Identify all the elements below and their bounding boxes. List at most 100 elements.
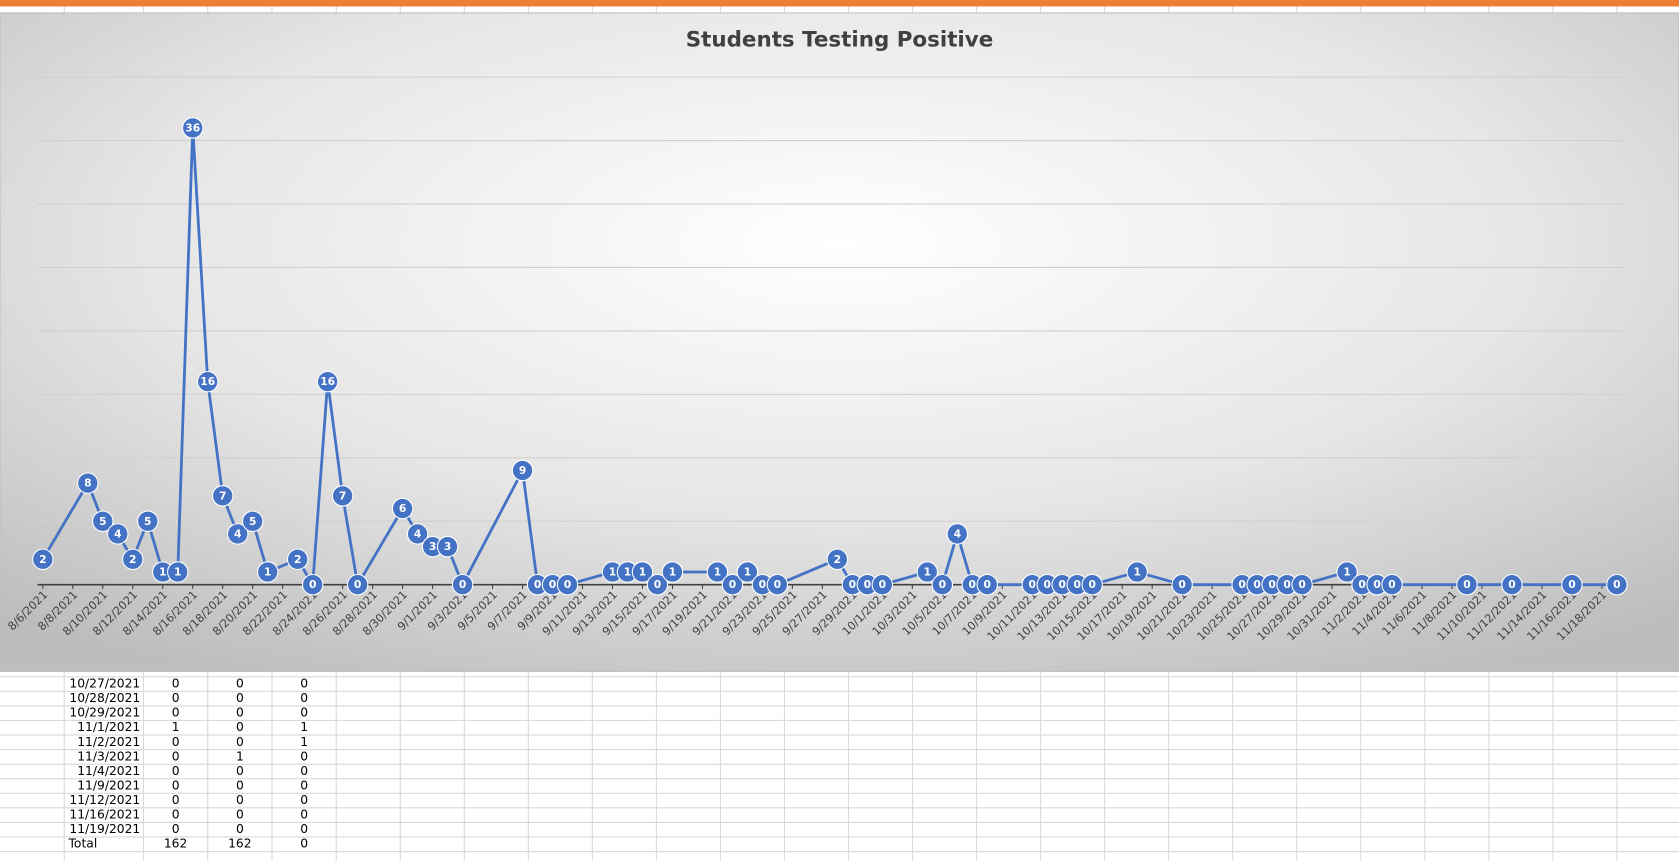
cell-value: 162 [164,837,187,851]
cell-value: 0 [300,677,308,691]
cell-value: 1 [300,735,308,749]
data-label: 1 [609,566,616,579]
point [182,117,204,139]
data-label: 1 [159,566,166,579]
data-label: 1 [1133,566,1140,579]
data-label: 16 [200,375,215,388]
point [721,573,744,596]
data-label: 0 [969,578,976,591]
data-label: 1 [174,566,181,579]
data-label: 0 [534,578,541,591]
point [646,573,669,596]
point [1606,573,1628,596]
data-label: 0 [654,578,661,591]
point [122,548,144,571]
data-label: 3 [444,540,451,553]
point [946,523,968,545]
cell-value: 0 [236,677,244,691]
data-label: 3 [429,540,436,553]
data-label: 0 [984,578,991,591]
point [1336,561,1358,583]
cell-label: 11/9/2021 [77,779,140,793]
data-label: 16 [320,375,335,388]
data-label: 4 [414,527,421,540]
cell-label: 11/1/2021 [77,720,140,734]
data-label: 7 [339,489,346,502]
point [77,472,99,494]
cell-value: 0 [236,793,244,807]
data-label: 0 [309,578,316,591]
cell-value: 1 [300,720,308,734]
cell-label: 11/4/2021 [77,764,140,778]
cell-value: 0 [172,793,180,807]
point [1456,573,1478,596]
cell-value: 0 [172,735,180,749]
data-label: 0 [1388,578,1395,591]
data-label: 0 [759,578,766,591]
cell-value: 0 [172,764,180,778]
data-label: 5 [99,515,106,528]
cell-value: 0 [172,749,180,763]
cell-value: 0 [172,691,180,705]
data-label: 0 [1568,578,1575,591]
cell-label: 11/12/2021 [69,793,140,807]
data-label: 0 [1088,578,1095,591]
point [227,523,249,545]
point [212,485,234,507]
cell-value: 0 [172,822,180,836]
cell-value: 0 [236,764,244,778]
data-label: 1 [264,566,271,579]
point [256,561,279,583]
point [1501,573,1523,596]
cell-value: 162 [228,837,251,851]
data-label: 6 [399,502,406,515]
point [406,523,429,545]
data-label: 1 [624,566,631,579]
data-label: 0 [1044,578,1051,591]
cell-label: 10/27/2021 [69,677,140,691]
data-label: 5 [144,515,151,528]
data-label: 8 [84,477,91,490]
point [32,548,54,571]
point [1561,573,1583,596]
cell-value: 0 [300,837,308,851]
data-label: 0 [1059,578,1066,591]
data-label: 2 [294,553,301,566]
cell-value: 0 [236,691,244,705]
point [916,561,939,583]
cell-value: 0 [172,779,180,793]
data-label: 36 [185,121,200,134]
point [436,535,459,558]
point [1126,561,1148,583]
header-bar [0,0,1679,7]
data-label: 7 [219,489,226,502]
point [346,573,369,596]
point [511,459,534,482]
data-label: 1 [744,566,751,579]
data-label: 4 [954,527,961,540]
cell-value: 0 [172,706,180,720]
point [736,561,759,583]
data-label: 0 [1178,578,1185,591]
data-label: 1 [1343,566,1350,579]
point [661,561,684,583]
cell-value: 0 [300,779,308,793]
cell-value: 0 [236,735,244,749]
cell-value: 0 [236,808,244,822]
data-label: 1 [924,566,931,579]
point [137,510,159,532]
cell-label: 10/29/2021 [69,706,140,720]
data-label: 0 [1283,578,1290,591]
data-label: 5 [249,515,256,528]
data-label: 0 [1298,578,1305,591]
data-label: 0 [1238,578,1245,591]
point [301,573,324,596]
cell-value: 0 [300,749,308,763]
point [92,510,114,532]
point [631,561,654,583]
data-label: 1 [714,566,721,579]
chart-area[interactable] [0,12,1679,672]
point [931,573,954,596]
data-label: 0 [1029,578,1036,591]
data-label: 2 [39,553,46,566]
